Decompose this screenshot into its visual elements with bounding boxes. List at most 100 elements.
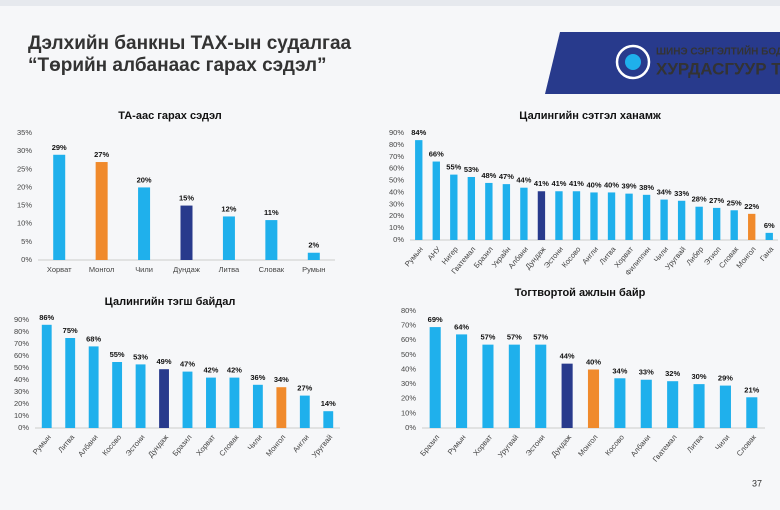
y-tick-label: 50% — [14, 363, 29, 372]
bar — [730, 210, 738, 240]
slide-subtitle: “Төрийн албанаас гарах сэдэл” — [28, 55, 327, 76]
bar — [65, 338, 76, 428]
value-label: 57% — [507, 333, 522, 342]
y-tick-label: 80% — [389, 140, 404, 149]
value-label: 47% — [180, 360, 195, 369]
y-tick-label: 5% — [21, 237, 32, 246]
value-label: 2% — [308, 241, 319, 250]
y-tick-label: 50% — [389, 176, 404, 185]
chart-title: Цалингийн тэгш байдал — [105, 296, 236, 308]
bar — [485, 182, 493, 240]
value-label: 15% — [179, 194, 194, 203]
value-label: 42% — [203, 366, 218, 375]
bar — [222, 216, 235, 260]
value-label: 40% — [586, 180, 601, 189]
y-tick-label: 80% — [401, 306, 416, 315]
y-tick-label: 15% — [17, 201, 32, 210]
value-label: 25% — [727, 198, 742, 207]
bar — [587, 369, 600, 428]
value-label: 57% — [480, 333, 495, 342]
bar — [642, 194, 651, 240]
bar — [95, 162, 108, 260]
y-tick-label: 0% — [21, 255, 32, 264]
y-tick-label: 25% — [17, 164, 32, 173]
bar — [467, 176, 476, 240]
x-tick-label: Литва — [219, 265, 240, 274]
bar — [276, 387, 287, 428]
value-label: 6% — [764, 221, 775, 230]
bar — [456, 334, 468, 428]
value-label: 38% — [639, 183, 654, 192]
bar — [748, 213, 756, 240]
logo-band — [545, 32, 780, 94]
bar — [429, 327, 441, 428]
y-tick-label: 30% — [401, 379, 416, 388]
value-label: 55% — [446, 163, 461, 172]
value-label: 39% — [622, 182, 637, 191]
value-label: 40% — [604, 180, 619, 189]
bar — [765, 232, 773, 240]
value-label: 34% — [657, 188, 672, 197]
logo-text-top: ШИНЭ СЭРГЭЛТИЙН БОДЛО — [656, 45, 780, 58]
bar — [561, 363, 573, 428]
value-label: 41% — [569, 179, 584, 188]
y-tick-label: 10% — [389, 223, 404, 232]
bar — [535, 344, 547, 428]
chart-title: Тогтвортой ажлын байр — [515, 287, 646, 299]
value-label: 68% — [86, 334, 101, 343]
chart-title: Цалингийн сэтгэл ханамж — [519, 110, 661, 122]
value-label: 40% — [586, 357, 601, 366]
bar — [180, 205, 193, 260]
x-tick-label: Румын — [302, 265, 325, 274]
value-label: 27% — [94, 150, 109, 159]
value-label: 55% — [110, 350, 125, 359]
bar — [695, 206, 703, 240]
y-tick-label: 90% — [389, 128, 404, 137]
bar — [508, 344, 520, 428]
value-label: 14% — [321, 399, 336, 408]
value-label: 20% — [137, 175, 152, 184]
value-label: 28% — [692, 195, 707, 204]
chart-title: ТА-аас гарах сэдэл — [118, 110, 222, 122]
value-label: 34% — [274, 375, 289, 384]
logo-mark — [615, 44, 651, 80]
y-tick-label: 20% — [14, 399, 29, 408]
value-label: 21% — [744, 385, 759, 394]
bar — [746, 397, 758, 428]
x-tick-label: Хорват — [47, 265, 72, 274]
value-label: 27% — [709, 196, 724, 205]
bar — [520, 187, 528, 240]
bar — [265, 220, 278, 260]
bar — [537, 191, 546, 240]
bar — [677, 200, 686, 240]
bar — [299, 395, 310, 428]
y-tick-label: 30% — [14, 387, 29, 396]
bar — [625, 193, 633, 240]
bar — [719, 385, 731, 428]
value-label: 75% — [63, 326, 78, 335]
bar — [450, 174, 458, 240]
bar — [607, 192, 616, 240]
x-tick-label: Дундаж — [173, 265, 200, 274]
bar — [667, 381, 679, 428]
y-tick-label: 10% — [17, 219, 32, 228]
value-label: 66% — [429, 150, 444, 159]
bar — [614, 378, 626, 428]
bar — [712, 207, 721, 240]
value-label: 29% — [718, 374, 733, 383]
value-label: 42% — [227, 366, 242, 375]
value-label: 44% — [560, 352, 575, 361]
x-tick-label: Монгол — [89, 265, 115, 274]
y-tick-label: 0% — [405, 423, 416, 432]
value-label: 53% — [464, 165, 479, 174]
bar — [135, 364, 146, 428]
value-label: 22% — [744, 202, 759, 211]
value-label: 86% — [39, 313, 54, 322]
bar — [482, 344, 494, 428]
value-label: 69% — [428, 315, 443, 324]
y-tick-label: 10% — [401, 408, 416, 417]
y-tick-label: 30% — [17, 146, 32, 155]
y-tick-label: 10% — [14, 411, 29, 420]
y-tick-label: 20% — [401, 394, 416, 403]
